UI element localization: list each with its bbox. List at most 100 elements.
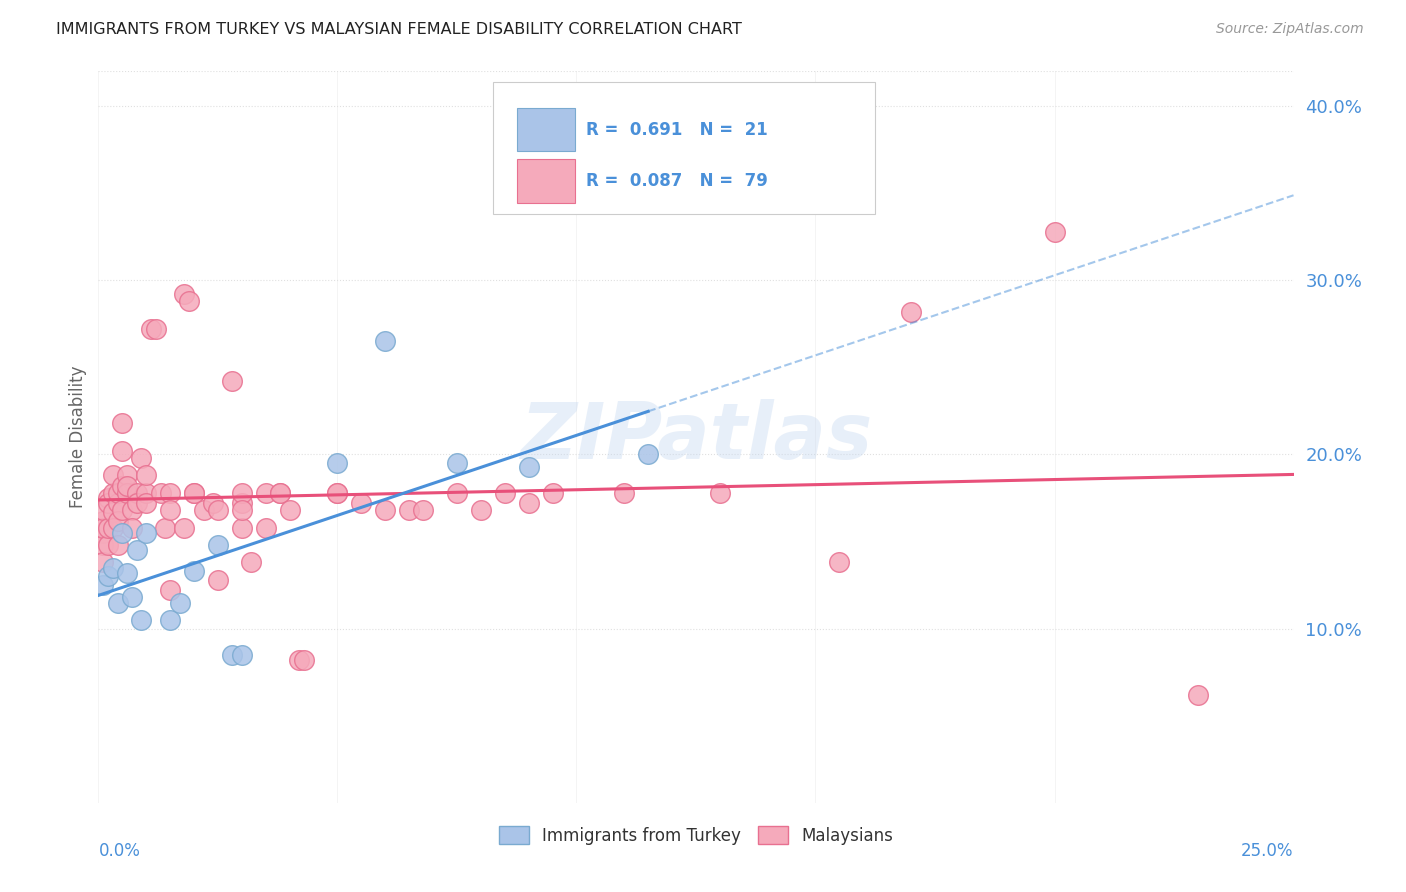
Point <box>135 496 157 510</box>
Point <box>374 503 396 517</box>
Point <box>207 538 229 552</box>
Point <box>221 648 243 662</box>
Point <box>91 503 114 517</box>
Point <box>207 503 229 517</box>
Point <box>115 566 138 580</box>
Point <box>101 468 124 483</box>
Point <box>125 485 148 500</box>
Point <box>494 485 516 500</box>
Point <box>135 485 157 500</box>
Point <box>173 287 195 301</box>
Point <box>613 485 636 500</box>
Point <box>107 538 129 552</box>
FancyBboxPatch shape <box>494 82 876 214</box>
Point <box>159 503 181 517</box>
Point <box>107 514 129 528</box>
Point <box>135 468 157 483</box>
Point <box>183 564 205 578</box>
Text: R =  0.691   N =  21: R = 0.691 N = 21 <box>586 121 768 139</box>
Point <box>169 595 191 609</box>
Point <box>900 304 922 318</box>
Point <box>91 521 114 535</box>
Point <box>159 583 181 598</box>
Point <box>121 591 143 605</box>
Point <box>1187 688 1209 702</box>
Point <box>107 595 129 609</box>
Point <box>91 514 114 528</box>
Point <box>91 578 114 592</box>
Point <box>101 485 124 500</box>
Y-axis label: Female Disability: Female Disability <box>69 366 87 508</box>
Point <box>115 468 138 483</box>
Point <box>183 485 205 500</box>
Point <box>159 485 181 500</box>
Point <box>202 496 225 510</box>
Text: ZIPatlas: ZIPatlas <box>520 399 872 475</box>
Text: 25.0%: 25.0% <box>1241 842 1294 860</box>
Point <box>111 416 134 430</box>
Point <box>221 375 243 389</box>
Point <box>125 496 148 510</box>
Point <box>101 521 124 535</box>
Point <box>470 503 492 517</box>
Point <box>91 538 114 552</box>
Point <box>115 479 138 493</box>
Point <box>231 496 253 510</box>
Point <box>111 444 134 458</box>
Point <box>326 485 349 500</box>
Point <box>159 613 181 627</box>
Point <box>107 485 129 500</box>
Point <box>97 569 120 583</box>
Point <box>111 479 134 493</box>
Point <box>111 503 134 517</box>
Point <box>517 496 540 510</box>
Point <box>145 322 167 336</box>
Point <box>278 503 301 517</box>
Point <box>350 496 373 510</box>
Point <box>288 653 311 667</box>
Point <box>517 459 540 474</box>
Point <box>231 521 253 535</box>
Point <box>97 496 120 510</box>
Point <box>121 521 143 535</box>
FancyBboxPatch shape <box>517 108 575 152</box>
Point <box>292 653 315 667</box>
Point <box>828 556 851 570</box>
Point <box>155 521 177 535</box>
Point <box>541 485 564 500</box>
Point <box>97 521 120 535</box>
Point <box>149 485 172 500</box>
Point <box>231 648 253 662</box>
Point <box>121 503 143 517</box>
Point <box>412 503 434 517</box>
Point <box>91 525 114 540</box>
Point <box>269 485 291 500</box>
Point <box>179 294 201 309</box>
FancyBboxPatch shape <box>517 160 575 202</box>
Point <box>398 503 420 517</box>
Point <box>709 485 731 500</box>
Point <box>374 334 396 349</box>
Point <box>240 556 263 570</box>
Point <box>125 543 148 558</box>
Point <box>131 450 153 465</box>
Text: 0.0%: 0.0% <box>98 842 141 860</box>
Point <box>107 496 129 510</box>
Point <box>111 525 134 540</box>
Point <box>101 560 124 574</box>
Point <box>97 491 120 505</box>
Point <box>101 505 124 519</box>
Point <box>254 485 277 500</box>
Point <box>207 573 229 587</box>
Point <box>326 456 349 470</box>
Text: IMMIGRANTS FROM TURKEY VS MALAYSIAN FEMALE DISABILITY CORRELATION CHART: IMMIGRANTS FROM TURKEY VS MALAYSIAN FEMA… <box>56 22 742 37</box>
Point <box>193 503 215 517</box>
Point <box>139 322 162 336</box>
Point <box>173 521 195 535</box>
Point <box>97 538 120 552</box>
Point <box>326 485 349 500</box>
Point <box>135 525 157 540</box>
Point <box>446 485 468 500</box>
Text: Source: ZipAtlas.com: Source: ZipAtlas.com <box>1216 22 1364 37</box>
Point <box>637 448 659 462</box>
